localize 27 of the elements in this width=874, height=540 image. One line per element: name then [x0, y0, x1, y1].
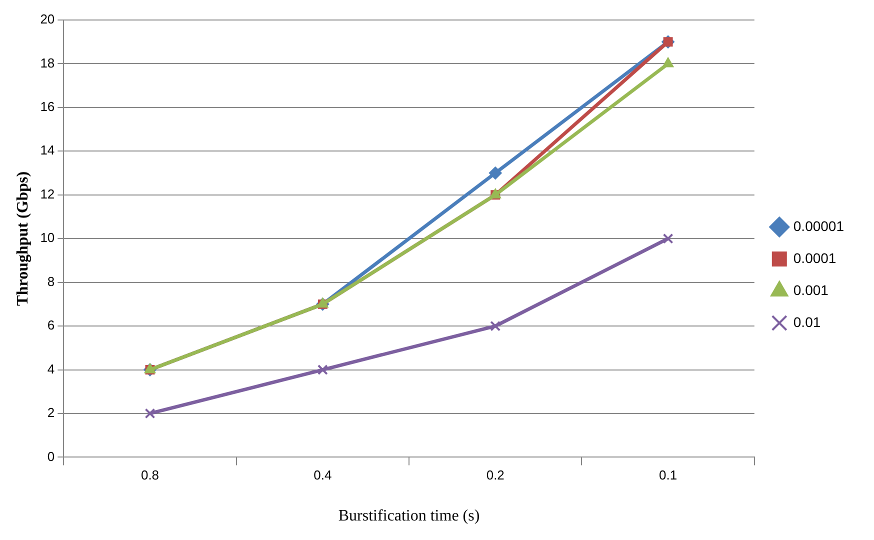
y-tick-label: 8 — [47, 274, 55, 289]
y-tick-label: 4 — [47, 361, 55, 376]
legend-label: 0.01 — [793, 314, 821, 330]
x-tick-label: 0.8 — [140, 468, 160, 483]
point — [662, 233, 674, 244]
x-tick-label: 0.1 — [659, 468, 678, 483]
y-tick-label: 12 — [40, 186, 55, 202]
point — [488, 166, 502, 180]
y-tick-label: 10 — [40, 230, 55, 246]
point — [317, 364, 328, 376]
point — [662, 57, 674, 68]
point — [490, 320, 501, 332]
point — [144, 408, 156, 419]
y-tick-label: 20 — [40, 12, 55, 27]
y-axis-title: Throughput (Gbps) — [14, 171, 32, 306]
y-tick-label: 0 — [47, 448, 55, 464]
x-tick-label: 0.2 — [486, 468, 504, 483]
legend-label: 0.0001 — [793, 250, 836, 266]
x-axis-title: Burstification time (s) — [338, 508, 480, 525]
legend-label: 0.00001 — [793, 218, 844, 234]
x-tick-label: 0.4 — [314, 468, 332, 483]
legend-label: 0.001 — [793, 282, 829, 298]
y-tick-label: 18 — [40, 55, 55, 70]
y-tick-label: 16 — [40, 99, 55, 114]
y-tick-label: 2 — [47, 405, 55, 420]
y-tick-label: 6 — [47, 318, 55, 333]
y-tick-label: 14 — [40, 142, 55, 158]
